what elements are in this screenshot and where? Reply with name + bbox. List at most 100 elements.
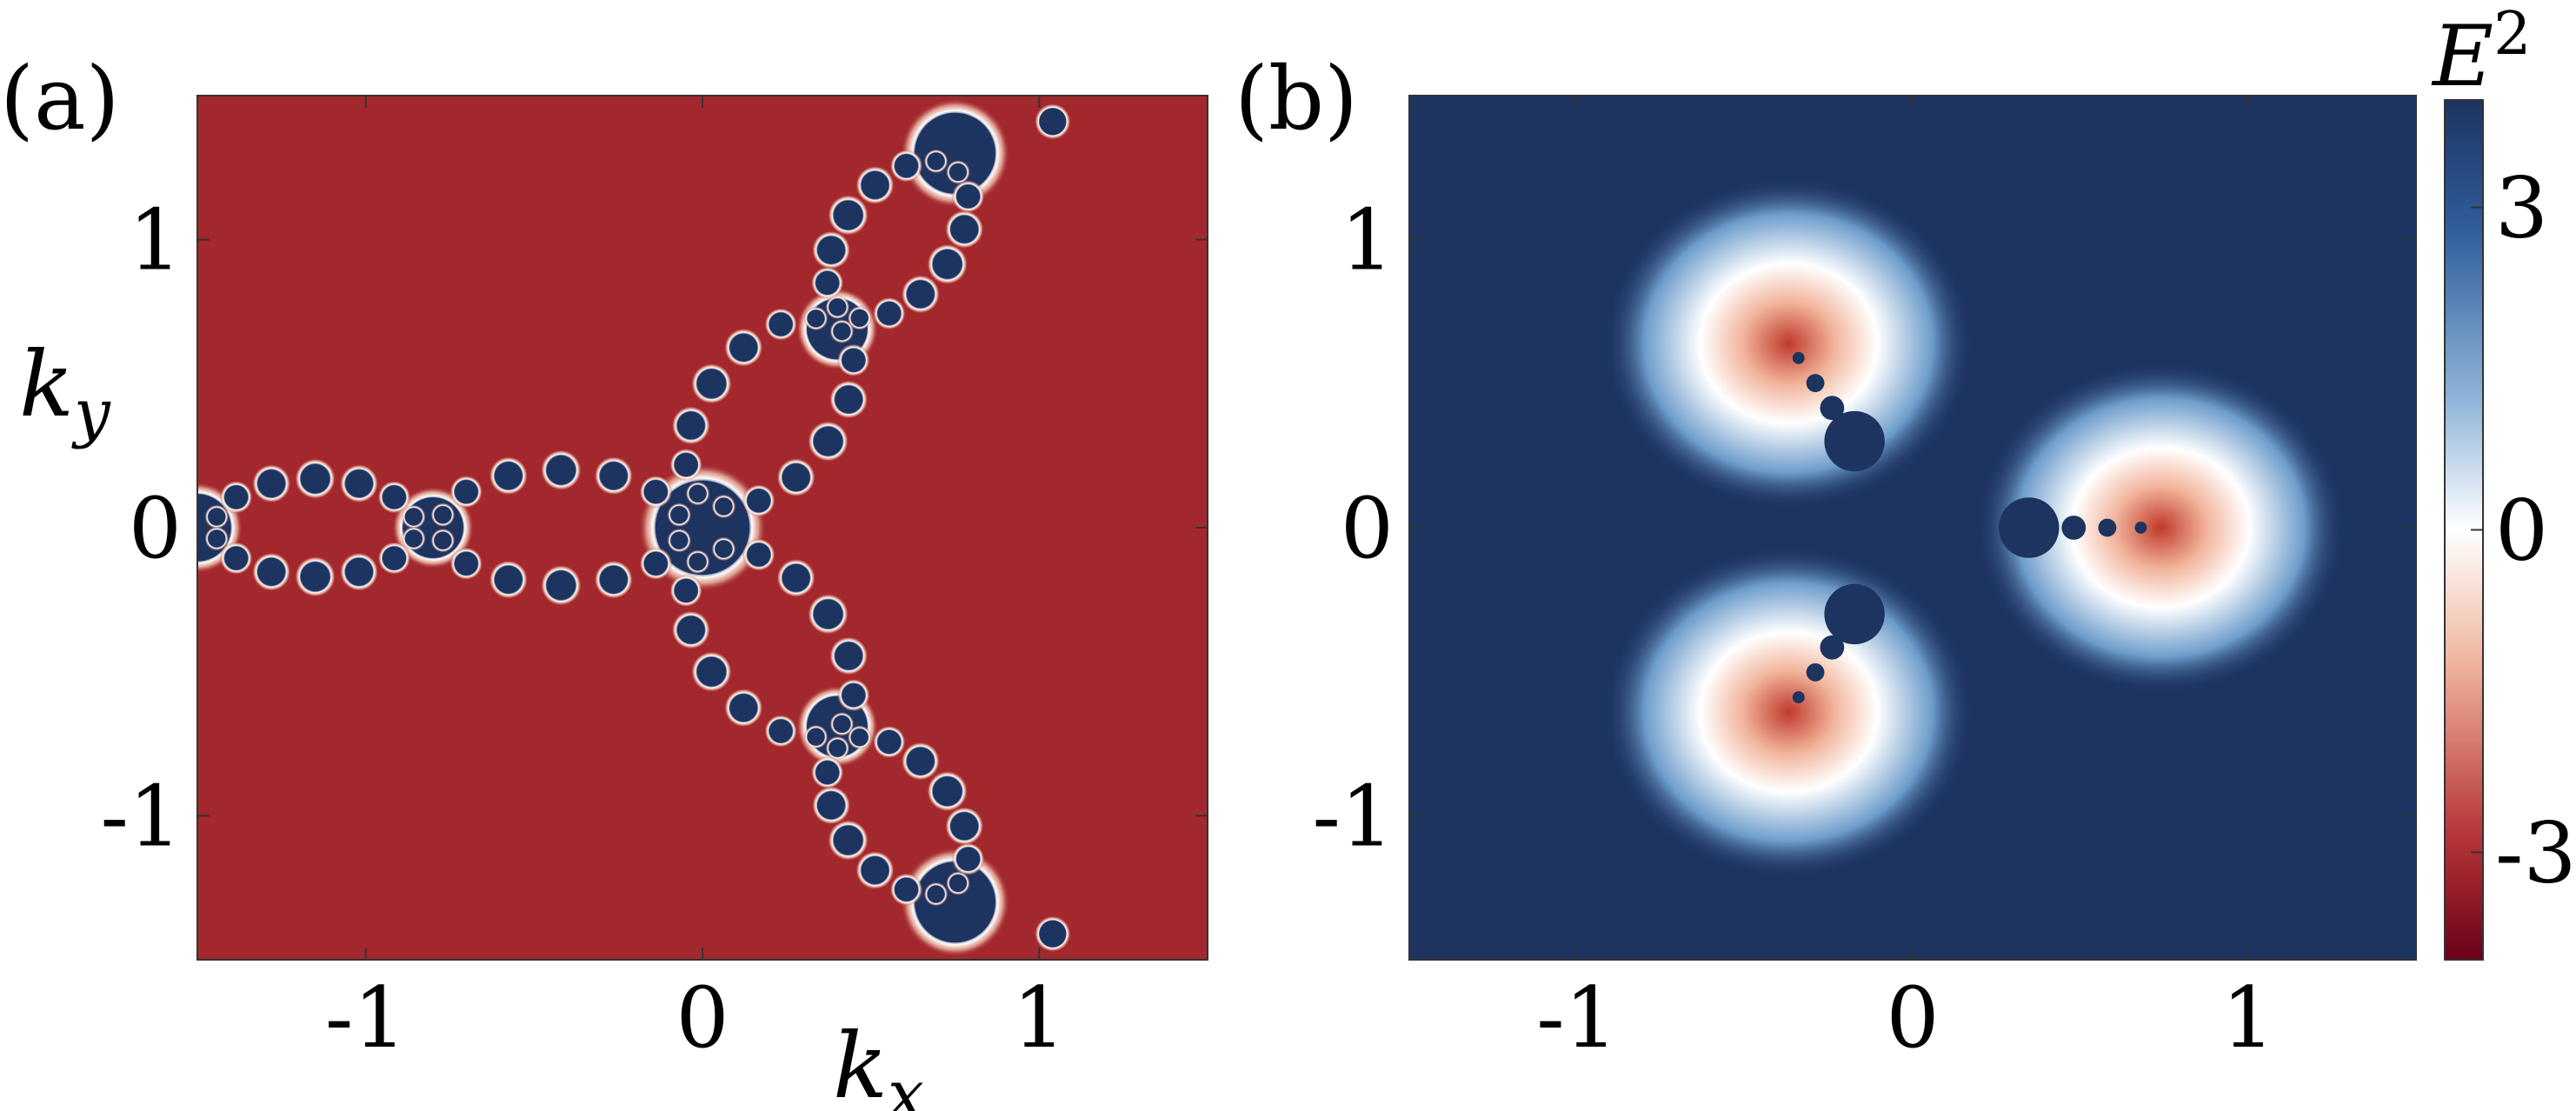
colorbar-tick-label: -3 [2495, 804, 2576, 901]
small-positive-disk [302, 563, 329, 590]
small-positive-disk [678, 617, 703, 642]
lobe [1976, 361, 2346, 695]
positive-disk [915, 862, 995, 943]
lobe-small-core [1820, 635, 1845, 660]
small-positive-disk [835, 202, 862, 229]
small-positive-disk [878, 303, 900, 324]
lobe-small-core [1806, 374, 1825, 392]
small-positive-disk [225, 487, 247, 508]
small-positive-disk [601, 463, 626, 489]
lobe-small-core [1806, 663, 1825, 682]
panel-b-label: (b) [1235, 48, 1358, 150]
small-positive-disk [862, 858, 888, 883]
small-positive-disk [302, 465, 329, 492]
small-positive-disk [676, 580, 696, 602]
small-positive-disk [496, 567, 521, 592]
small-positive-disk [259, 471, 284, 496]
lobe-core [1824, 583, 1885, 645]
small-positive-disk [548, 572, 575, 598]
positive-disk [1039, 920, 1067, 948]
small-positive-disk [862, 172, 888, 197]
small-positive-disk [952, 216, 977, 242]
small-positive-disk [347, 471, 371, 496]
small-positive-disk [671, 533, 687, 549]
small-positive-disk [815, 428, 842, 455]
small-positive-disk [908, 282, 933, 307]
panel-b-lobes [1604, 176, 2346, 879]
small-positive-disk [770, 721, 791, 742]
small-positive-disk [819, 793, 844, 818]
colorbar-tick-label: 0 [2495, 482, 2548, 580]
y-tick-label: 1 [1341, 192, 1394, 289]
lobe [1604, 546, 1974, 879]
colorbar-tick-label: 3 [2495, 160, 2548, 257]
lobe-core [1998, 497, 2060, 558]
small-positive-disk [957, 848, 979, 869]
small-positive-disk [731, 335, 756, 360]
small-positive-disk [770, 314, 791, 335]
small-positive-disk [225, 548, 247, 569]
small-positive-disk [645, 481, 667, 502]
small-positive-disk [645, 553, 667, 575]
panel-a-ticks: -1 0 1 -1 0 1 [100, 96, 1208, 1067]
x-tick-label: -1 [1536, 969, 1618, 1067]
colorbar-ticks: 3 0 -3 [2471, 160, 2576, 901]
small-positive-disk [456, 553, 477, 575]
small-positive-disk [836, 387, 862, 412]
lobe-body [1604, 546, 1974, 879]
small-positive-disk [852, 729, 868, 745]
small-positive-disk [209, 530, 224, 547]
small-positive-disk [435, 533, 451, 549]
small-positive-disk [928, 886, 944, 902]
small-positive-disk [934, 251, 961, 277]
small-positive-disk [548, 457, 575, 483]
small-positive-disk [895, 156, 917, 176]
positive-disk [1039, 108, 1067, 136]
small-positive-disk [406, 509, 422, 525]
small-positive-disk [829, 740, 846, 756]
panel-a-disks [197, 98, 1071, 957]
y-tick-label: 0 [129, 480, 182, 577]
lobe-small-core [2061, 516, 2087, 540]
y-tick-label: -1 [1312, 768, 1394, 865]
small-positive-disk [843, 349, 864, 371]
small-positive-disk [908, 748, 933, 774]
panel-a-ylabel: ky [19, 331, 111, 450]
small-positive-disk [816, 762, 838, 783]
small-positive-disk [815, 601, 842, 628]
colorbar-title: E2 [2431, 0, 2531, 105]
lobe-small-core [2134, 522, 2147, 534]
small-positive-disk [406, 530, 422, 547]
small-positive-disk [878, 731, 900, 753]
small-positive-disk [950, 875, 966, 891]
y-tick-label: 0 [1341, 480, 1394, 577]
small-positive-disk [456, 481, 477, 502]
small-positive-disk [852, 310, 868, 326]
small-positive-disk [435, 507, 451, 522]
lobe-small-core [1820, 396, 1845, 421]
small-positive-disk [819, 237, 844, 263]
small-positive-disk [928, 153, 944, 170]
small-positive-disk [716, 541, 732, 557]
small-positive-disk [748, 544, 769, 565]
lobe-body [1976, 361, 2346, 695]
lobe-core [1824, 410, 1885, 472]
small-positive-disk [783, 565, 809, 590]
small-positive-disk [383, 548, 405, 569]
lobe-small-core [1792, 691, 1805, 704]
lobe-small-core [2098, 518, 2117, 537]
small-positive-disk [808, 310, 824, 327]
small-positive-disk [895, 879, 917, 900]
small-positive-disk [601, 567, 626, 592]
small-positive-disk [748, 490, 769, 511]
small-positive-disk [835, 827, 862, 854]
y-tick-label: -1 [100, 768, 182, 865]
small-positive-disk [950, 164, 966, 180]
small-positive-disk [834, 716, 850, 732]
x-tick-label: 1 [1013, 969, 1066, 1067]
lobe-small-core [1792, 351, 1805, 364]
small-positive-disk [834, 323, 850, 339]
small-positive-disk [952, 814, 977, 839]
panel-a: -1 0 1 -1 0 1 (a) kx ky [0, 48, 1208, 1111]
